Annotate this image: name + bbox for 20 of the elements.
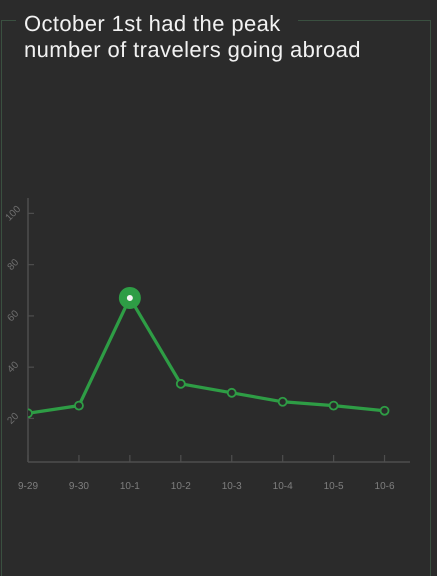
y-tick-label: 40 xyxy=(6,359,22,376)
x-tick-label: 10-6 xyxy=(374,481,395,492)
x-tick-label: 10-3 xyxy=(222,481,242,492)
y-tick-label: 20 xyxy=(6,410,22,427)
point xyxy=(278,396,288,407)
y-tick-label: 80 xyxy=(6,256,22,273)
x-tick-label: 10-2 xyxy=(170,481,192,492)
point xyxy=(226,388,237,398)
x-tick-label: 9-30 xyxy=(68,481,90,492)
x-tick-label: 10-1 xyxy=(120,481,140,492)
chart-title: October 1st had the peak number of travelers going abroad xyxy=(16,11,378,62)
point xyxy=(176,378,186,389)
y-tick-label: 60 xyxy=(6,308,22,324)
y-tick-label: 100 xyxy=(4,204,24,224)
x-tick-label: 9-29 xyxy=(18,481,38,492)
point xyxy=(328,400,338,411)
point xyxy=(380,406,390,416)
x-tick-label: 10-5 xyxy=(324,481,344,492)
point xyxy=(74,400,84,411)
x-tick-label: 10-4 xyxy=(272,481,294,492)
